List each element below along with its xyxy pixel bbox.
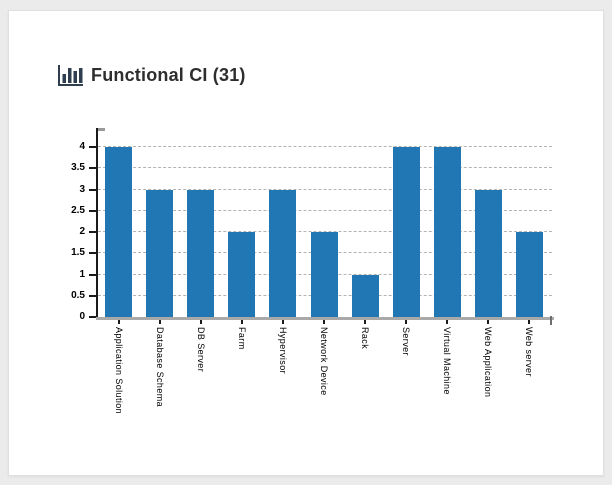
bar-rack[interactable] — [351, 274, 379, 317]
y-gridline — [98, 209, 552, 211]
y-axis-label: 3.5 — [71, 162, 85, 174]
bar-hypervisor[interactable] — [269, 189, 297, 317]
bar-application-solution[interactable] — [105, 147, 133, 317]
x-axis-tick — [158, 320, 161, 324]
y-axis-label: 2.5 — [71, 204, 85, 216]
x-axis-label-web-server: Web server — [524, 327, 535, 377]
y-axis-tick — [89, 231, 96, 233]
x-axis-label-server: Server — [401, 327, 412, 356]
y-axis-tick — [89, 167, 96, 170]
x-axis-label-virtual-machine: Virtual Machine — [442, 327, 453, 395]
report-header: Functional CI (31) — [58, 64, 246, 86]
y-gridline — [98, 231, 552, 232]
y-gridline — [98, 188, 552, 190]
y-axis-label: 2 — [79, 226, 85, 237]
bar-db-server[interactable] — [187, 189, 215, 317]
x-axis-end-cap — [550, 316, 552, 325]
y-axis-tick — [89, 146, 96, 148]
y-axis-top-cap — [96, 128, 105, 131]
report-card: Functional CI (31) 0 0.5 1 1.5 2 2.5 3 3.5 4 Appl… — [8, 10, 604, 476]
y-axis-label: 0 — [79, 311, 85, 322]
x-axis-label-database-schema: Database Schema — [154, 327, 165, 408]
bar-farm[interactable] — [228, 232, 256, 317]
x-axis-label-rack: Rack — [360, 327, 371, 350]
x-axis-tick — [323, 320, 325, 324]
x-axis-tick — [528, 320, 531, 324]
x-axis-tick — [405, 320, 408, 324]
x-axis-label-network-device: Network Device — [319, 327, 329, 396]
x-axis-label-web-application: Web Application — [483, 327, 494, 398]
y-axis-tick — [89, 273, 96, 276]
bar-chart-plot-area: 0 0.5 1 1.5 2 2.5 3 3.5 4 Application Solution Dat… — [71, 128, 554, 414]
y-axis-label: 1 — [79, 268, 85, 280]
x-axis-tick — [240, 320, 243, 324]
x-axis-label-hypervisor: Hypervisor — [277, 327, 288, 375]
y-axis-line — [96, 128, 98, 319]
bar-network-device[interactable] — [310, 232, 338, 317]
y-axis-label: 1.5 — [71, 247, 85, 259]
x-axis-label-application-solution: Application Solution — [113, 327, 124, 415]
bar-virtual-machine[interactable] — [433, 147, 461, 317]
x-axis-tick — [487, 320, 490, 324]
y-axis-tick — [89, 209, 96, 212]
y-axis-tick — [89, 294, 96, 297]
report-title: Functional CI (31) — [91, 64, 246, 85]
x-axis-tick — [364, 320, 367, 324]
y-gridline — [98, 167, 552, 169]
x-axis-tick — [199, 320, 202, 324]
y-axis-label: 0.5 — [71, 289, 85, 301]
bar-web-server[interactable] — [515, 232, 543, 317]
x-axis-tick — [117, 320, 120, 324]
y-axis-tick — [89, 188, 96, 191]
bar-chart-icon — [58, 64, 83, 86]
x-axis-tick — [446, 320, 449, 324]
y-axis-label: 4 — [79, 141, 85, 152]
y-axis-tick — [89, 316, 96, 318]
bar-database-schema[interactable] — [146, 189, 174, 317]
y-axis-tick — [89, 252, 96, 255]
x-axis-label-db-server: DB Server — [195, 327, 206, 373]
y-axis-label: 3 — [79, 183, 85, 195]
y-gridline — [98, 146, 552, 147]
bar-web-application[interactable] — [474, 189, 502, 317]
x-axis-baseline — [96, 317, 554, 320]
x-axis-tick — [281, 320, 284, 324]
x-axis-label-farm: Farm — [236, 327, 247, 350]
bar-server[interactable] — [392, 147, 420, 317]
